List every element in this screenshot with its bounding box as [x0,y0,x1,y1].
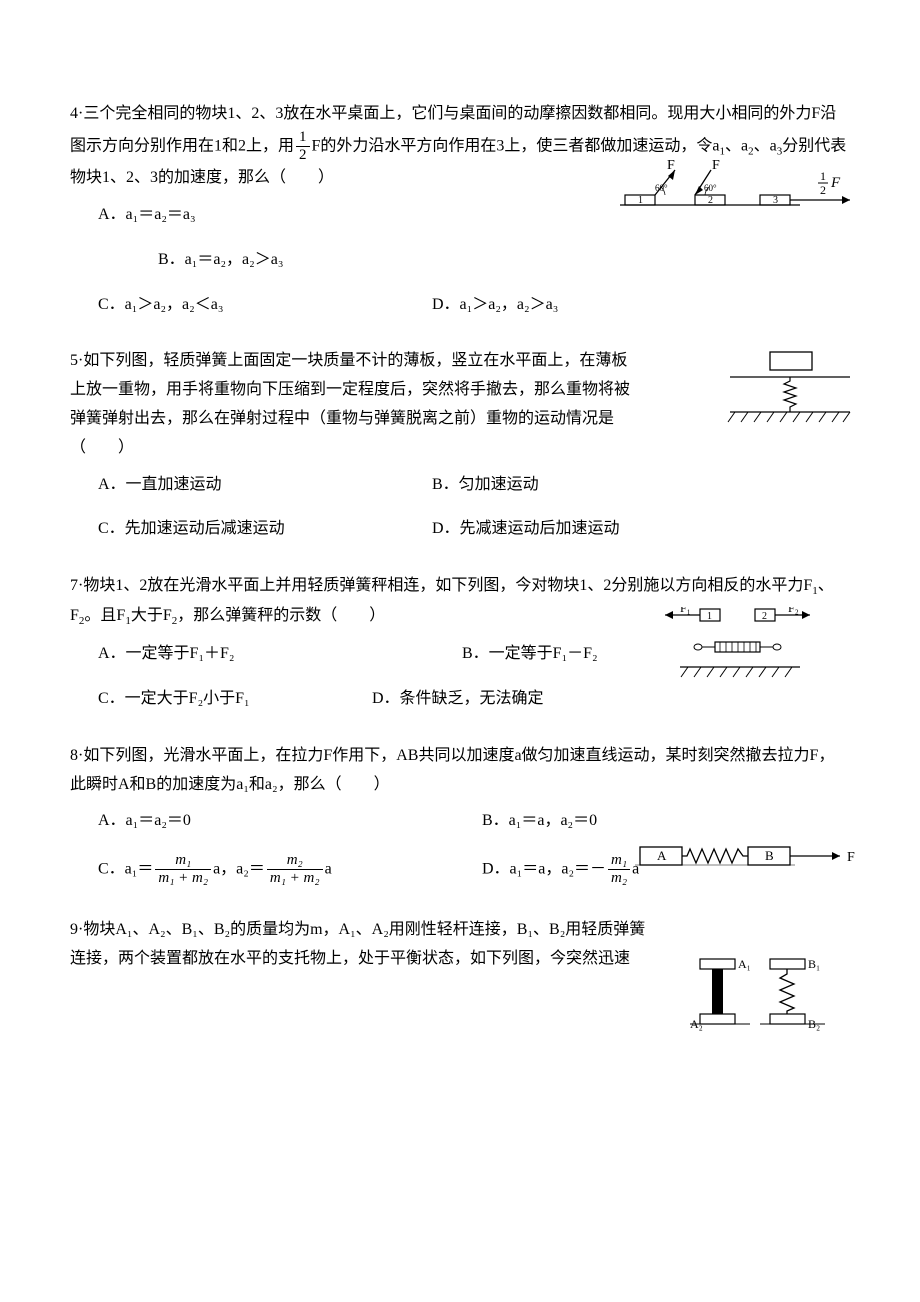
q8-option-c: C．a₁＝m₁m₁ + m₂a，a₂＝m₂m₁ + m₂a [98,852,458,888]
question-9: A₁ A₂ B₁ B₂ 9·物块A₁、A₂、B₁、B₂的质量均为m，A₁、A₂用… [70,916,850,974]
q8-figure: A B F [635,837,865,877]
q5-text: 5·如下列图，轻质弹簧上面固定一块质量不计的薄板，竖立在水平面上，在薄板上放一重… [70,347,630,462]
q5-option-a: A．一直加速运动 [98,471,408,500]
q8-text: 8·如下列图，光滑水平面上，在拉力F作用下，AB共同以加速度a做匀加速直线运动，… [70,742,850,800]
svg-text:2: 2 [820,183,826,197]
q7-f1-label: F₁ [680,607,691,615]
q8-option-d: D．a₁＝a，a₂＝－m₁m₂a [482,852,639,888]
q7-option-c: C．一定大于F₂小于F₁ [98,685,348,714]
q4-force3-label: F [830,175,841,191]
svg-text:1: 1 [820,169,826,183]
q8-force-label: F [847,850,855,865]
q4-force1-label: F [667,160,675,173]
question-8: A B F 8·如下列图，光滑水平面上，在拉力F作用下，AB共同以加速度a做匀加… [70,742,850,888]
q9-b1-label: B₁ [808,957,820,971]
q7-option-d: D．条件缺乏，无法确定 [372,685,544,714]
q9-a1-label: A₁ [738,957,751,971]
q7-figure: F₁ 1 2 F₂ [660,607,820,682]
q5-figure [710,347,860,427]
q7-f2-label: F₂ [788,607,799,615]
q5-option-d: D．先减速运动后加速运动 [432,515,620,544]
q8-option-a: A．a₁＝a₂＝0 [98,807,458,836]
q4-block2-label: 2 [708,195,713,206]
q4-force2-label: F [712,160,720,173]
svg-text:2: 2 [762,611,767,622]
q9-figure: A₁ A₂ B₁ B₂ [690,954,840,1044]
q4-option-c: C．a₁＞a₂，a₂＜a₃ [98,291,408,320]
q4-block1-label: 1 [638,195,643,206]
question-4: 1 F 60° 2 F 60° 3 1 2 F [70,100,850,319]
q8-block-b: B [765,848,774,863]
q5-option-b: B．匀加速运动 [432,471,539,500]
q9-text: 9·物块A₁、A₂、B₁、B₂的质量均为m，A₁、A₂用刚性轻杆连接，B₁、B₂… [70,916,650,974]
q8-block-a: A [657,848,667,863]
q8-option-b: B．a₁＝a，a₂＝0 [482,807,597,836]
q4-angle2-label: 60° [704,183,717,193]
q4-figure: 1 F 60° 2 F 60° 3 1 2 F [620,160,870,220]
svg-text:1: 1 [707,611,712,622]
question-7: F₁ 1 2 F₂ [70,572,850,714]
q4-angle1-label: 60° [655,183,668,193]
q7-option-a: A．一定等于F₁＋F₂ [98,640,438,669]
q4-option-b: B．a₁＝a₂，a₂＞a₃ [158,251,283,268]
q4-option-a: A．a₁＝a₂＝a₃ [98,206,196,223]
q4-block3-label: 3 [773,195,778,206]
question-5: 5·如下列图，轻质弹簧上面固定一块质量不计的薄板，竖立在水平面上，在薄板上放一重… [70,347,850,544]
q7-option-b: B．一定等于F₁－F₂ [462,640,598,669]
q5-option-c: C．先加速运动后减速运动 [98,515,408,544]
q4-option-d: D．a₁＞a₂，a₂＞a₃ [432,291,558,320]
